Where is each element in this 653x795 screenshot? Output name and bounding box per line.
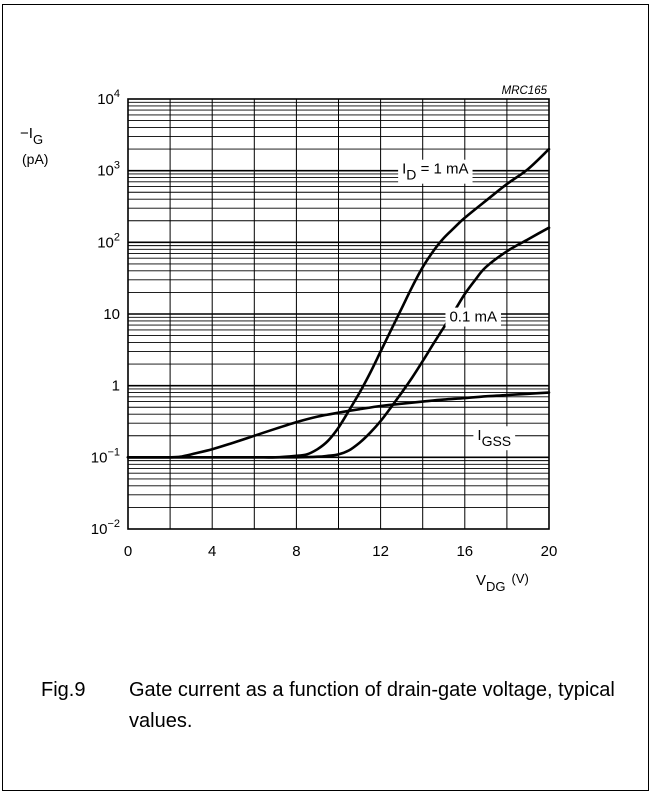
y-tick-label: 10−2 [91, 518, 120, 538]
series-label-text: ID = 1 mA [402, 161, 468, 183]
x-tick-label: 4 [208, 543, 216, 560]
chart-code: MRC165 [502, 85, 548, 97]
y-tick-label: 102 [97, 231, 120, 251]
series-label-bg [445, 307, 501, 327]
series-label-bg [473, 426, 516, 451]
y-axis-label: −IG [20, 125, 43, 147]
series-line-2 [126, 226, 551, 459]
x-tick-label: 12 [372, 543, 389, 560]
y-tick-label: 103 [97, 160, 120, 180]
y-tick-label: 104 [97, 88, 120, 108]
figure-frame [2, 4, 649, 791]
caption-text: Gate current as a function of drain-gate… [129, 679, 615, 732]
x-tick-label: 20 [541, 543, 558, 560]
y-tick-label: 10−1 [91, 446, 120, 466]
plot-border [127, 98, 550, 530]
y-tick-label: 10 [103, 306, 120, 323]
y-axis-unit: (pA) [22, 151, 48, 167]
series-label-3: IGSS [473, 426, 516, 451]
caption-number: Fig.9 [41, 679, 86, 701]
x-axis-label: VDG(V) [476, 571, 529, 594]
series-label-bg [398, 159, 473, 184]
series-label-text: IGSS [477, 427, 511, 449]
plot-labels: 0 4 8 12 16 20 10−2 10−1 1 10 102 103 104 MRC165 −IG (p… [20, 85, 557, 594]
series-line-3 [126, 391, 551, 459]
plot-curves [126, 147, 551, 459]
series-label-1: ID = 1 mA [398, 159, 473, 184]
x-tick-label: 0 [124, 543, 132, 560]
x-tick-label: 8 [292, 543, 300, 560]
y-tick-label: 1 [112, 378, 120, 395]
series-label-text: 0.1 mA [449, 309, 497, 326]
series-label-2: 0.1 mA [445, 307, 501, 327]
x-tick-label: 16 [456, 543, 473, 560]
